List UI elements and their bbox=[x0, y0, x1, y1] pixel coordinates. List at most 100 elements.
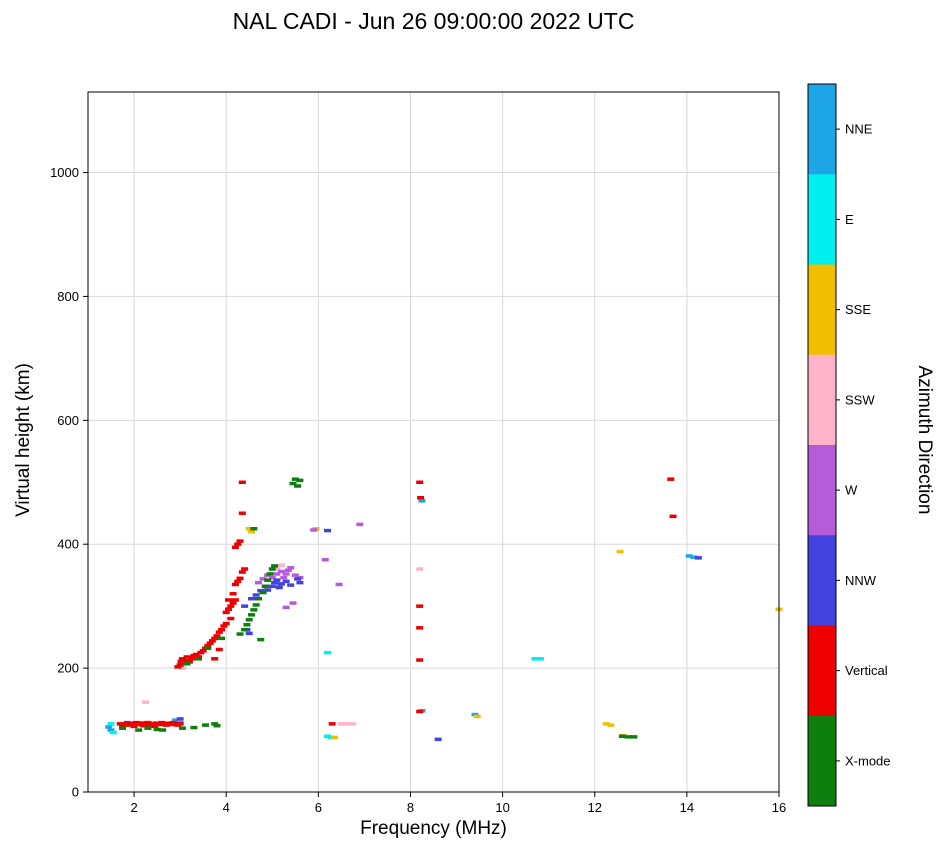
colorbar-tick-label: X-mode bbox=[845, 753, 891, 768]
data-point bbox=[690, 555, 698, 559]
data-point bbox=[252, 593, 260, 597]
data-point bbox=[119, 726, 127, 730]
data-point bbox=[135, 728, 143, 732]
series-sse bbox=[139, 526, 783, 740]
series-nne bbox=[105, 499, 698, 732]
data-point bbox=[294, 484, 302, 488]
data-point bbox=[348, 722, 356, 726]
data-point bbox=[259, 577, 267, 581]
y-tick-label: 600 bbox=[57, 413, 79, 428]
data-point bbox=[607, 723, 615, 727]
data-point bbox=[107, 722, 115, 726]
data-point bbox=[356, 522, 364, 527]
data-point bbox=[259, 590, 267, 595]
data-point bbox=[254, 596, 262, 601]
data-point bbox=[335, 582, 343, 587]
data-point bbox=[473, 714, 481, 719]
data-point bbox=[536, 657, 544, 661]
data-point bbox=[211, 722, 219, 726]
data-point bbox=[324, 734, 332, 738]
x-tick-label: 12 bbox=[587, 800, 601, 815]
data-point bbox=[282, 572, 290, 576]
data-point bbox=[167, 722, 175, 727]
data-point bbox=[282, 605, 290, 610]
data-point bbox=[234, 542, 242, 546]
data-point bbox=[287, 583, 295, 587]
data-point bbox=[178, 666, 186, 670]
colorbar-segment-nne bbox=[808, 84, 836, 175]
colorbar: NNE E SSE SSW W NNW Vertical X-mode bbox=[807, 83, 891, 807]
data-point bbox=[123, 723, 131, 727]
data-point bbox=[248, 530, 256, 534]
data-point bbox=[176, 663, 184, 667]
data-point bbox=[531, 657, 539, 661]
data-point bbox=[153, 727, 161, 732]
x-axis-label: Frequency (MHz) bbox=[360, 818, 507, 839]
data-point bbox=[667, 477, 675, 481]
data-point bbox=[185, 660, 193, 664]
data-point bbox=[416, 567, 424, 571]
series-nnw bbox=[123, 528, 702, 742]
data-point bbox=[266, 572, 274, 576]
data-point bbox=[280, 575, 288, 580]
data-point bbox=[328, 722, 336, 726]
data-point bbox=[277, 582, 285, 586]
data-point bbox=[177, 660, 185, 664]
data-point bbox=[310, 528, 318, 532]
colorbar-tick-label: NNW bbox=[845, 573, 877, 588]
colorbar-frame bbox=[807, 83, 837, 807]
x-tick-label: 14 bbox=[680, 800, 694, 815]
colorbar-tick-label: Vertical bbox=[845, 663, 888, 678]
data-point bbox=[296, 580, 304, 585]
data-point bbox=[264, 588, 272, 592]
data-point bbox=[624, 735, 632, 739]
data-point bbox=[159, 728, 167, 732]
data-point bbox=[130, 724, 138, 729]
colorbar-segment-sse bbox=[808, 264, 836, 356]
data-point bbox=[148, 722, 156, 726]
data-point bbox=[144, 726, 152, 730]
data-point bbox=[250, 608, 258, 612]
data-point bbox=[284, 568, 292, 572]
data-point bbox=[273, 578, 281, 582]
data-point bbox=[238, 570, 246, 574]
data-point bbox=[416, 604, 424, 608]
data-point bbox=[241, 567, 249, 571]
data-point bbox=[132, 720, 140, 725]
data-point bbox=[183, 662, 191, 666]
data-point bbox=[238, 511, 246, 515]
data-point bbox=[291, 573, 299, 577]
colorbar-segment-vertical bbox=[808, 625, 836, 717]
colorbar-tick-label: E bbox=[845, 212, 854, 227]
data-point bbox=[190, 725, 198, 730]
data-point bbox=[289, 481, 297, 486]
data-point bbox=[343, 722, 351, 726]
data-point bbox=[254, 580, 262, 585]
data-point bbox=[416, 709, 424, 714]
y-tick-label: 0 bbox=[72, 785, 79, 800]
data-point bbox=[231, 582, 239, 587]
data-point bbox=[218, 627, 226, 632]
data-point bbox=[195, 655, 203, 659]
data-point bbox=[105, 725, 113, 729]
data-point bbox=[107, 728, 115, 732]
y-tick-label: 200 bbox=[57, 661, 79, 676]
data-point bbox=[669, 514, 677, 519]
data-point bbox=[225, 607, 233, 612]
data-point bbox=[434, 737, 442, 742]
data-point bbox=[215, 630, 223, 634]
data-point bbox=[172, 718, 180, 722]
data-point bbox=[151, 724, 159, 729]
data-point bbox=[197, 650, 205, 655]
data-points bbox=[105, 477, 783, 742]
data-point bbox=[109, 730, 117, 735]
data-point bbox=[252, 603, 260, 607]
colorbar-segment-e bbox=[808, 174, 836, 265]
colorbar-tick-label: NNE bbox=[845, 122, 873, 137]
data-point bbox=[229, 601, 237, 605]
data-point bbox=[337, 722, 345, 726]
data-point bbox=[176, 717, 184, 721]
data-point bbox=[416, 480, 424, 485]
